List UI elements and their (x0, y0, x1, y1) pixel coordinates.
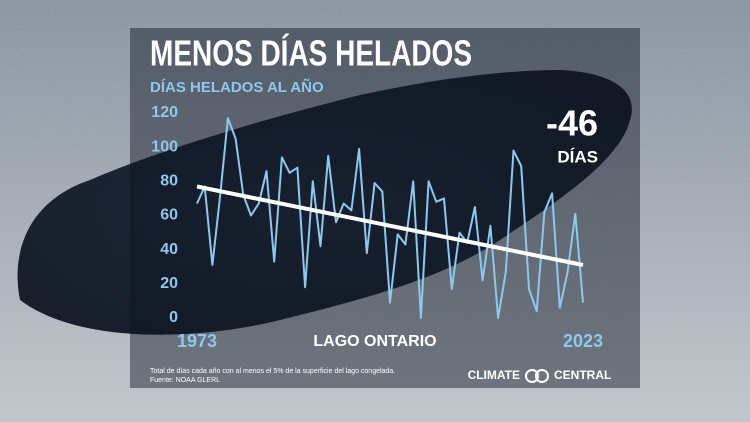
panel (130, 28, 640, 388)
y-tick-label: 20 (160, 275, 178, 292)
y-tick-label: 40 (160, 241, 178, 258)
location-label: LAGO ONTARIO (313, 333, 436, 350)
x-tick-label: 2023 (563, 331, 603, 351)
y-tick-label: 0 (169, 309, 178, 326)
annotation-unit: DÍAS (557, 147, 598, 166)
y-tick-label: 100 (151, 138, 178, 155)
trend-line (196, 184, 584, 267)
chart-title: MENOS DÍAS HELADOS (150, 33, 472, 74)
annotation-value: -46 (546, 103, 598, 144)
brand-icon (535, 369, 549, 383)
data-line (196, 117, 584, 319)
y-tick-label: 80 (160, 173, 178, 190)
brand-right: CENTRAL (554, 368, 611, 382)
source: Fuente: NOAA GLERL (150, 377, 220, 384)
chart-subtitle: DÍAS HELADOS AL AÑO (150, 78, 324, 96)
y-tick-label: 120 (151, 104, 178, 121)
brand-icon (525, 369, 539, 383)
y-tick-label: 60 (160, 207, 178, 224)
x-tick-label: 1973 (177, 331, 217, 351)
footnote: Total de días cada año con al menos el 5… (150, 368, 395, 375)
brand-left: CLIMATE (468, 368, 520, 382)
